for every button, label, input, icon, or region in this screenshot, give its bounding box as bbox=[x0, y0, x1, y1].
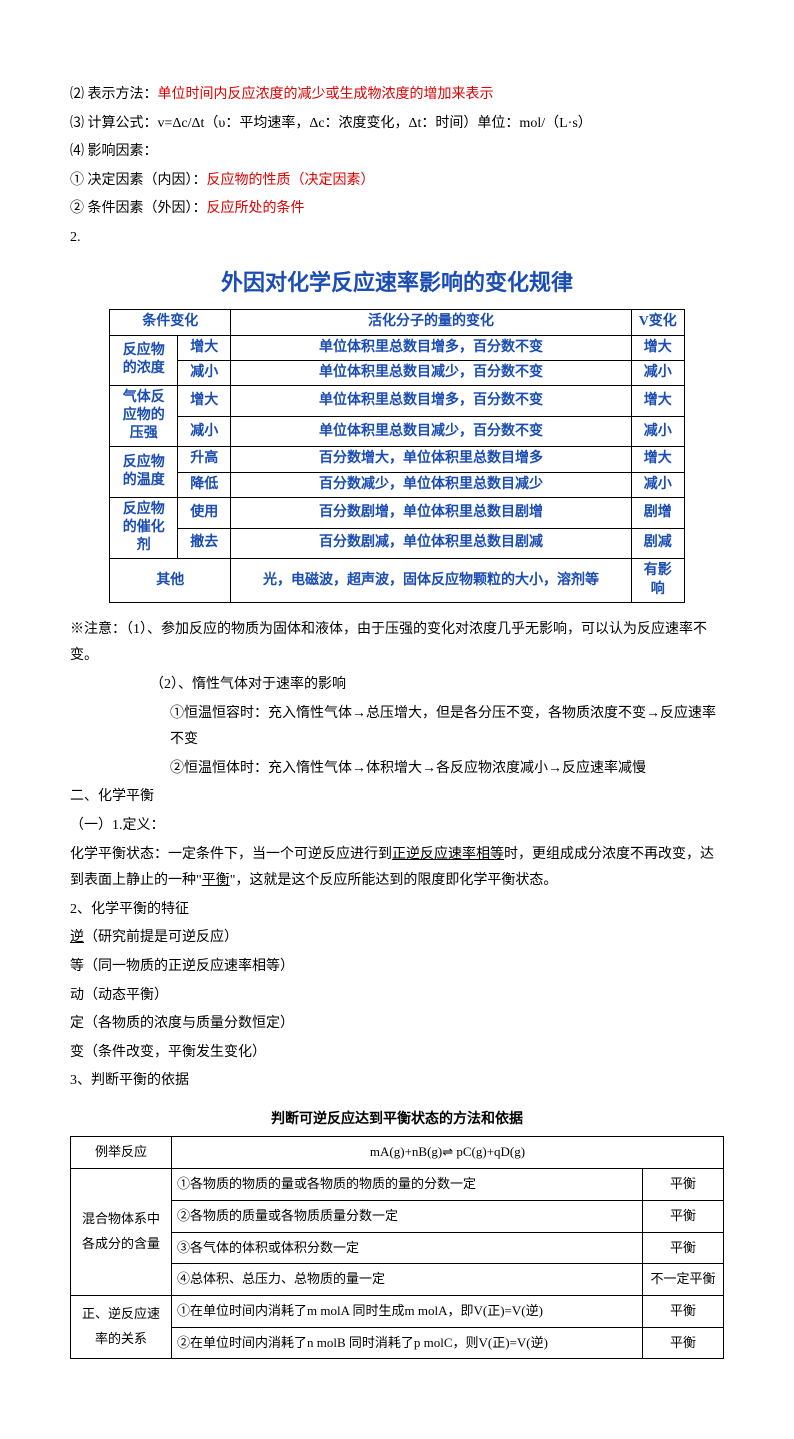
note-2b: ②恒温恒体时：充入惰性气体→体积增大→各反应物浓度减小→反应速率减慢 bbox=[70, 756, 724, 783]
line-4: ⑷ 影响因素： bbox=[70, 139, 724, 166]
sec-3: 化学平衡状态：一定条件下，当一个可逆反应进行到正逆反应速率相等时，更组成成分浓度… bbox=[70, 842, 724, 895]
table-row: 撤去 百分数剧减，单位体积里总数目剧减 剧减 bbox=[110, 528, 685, 559]
sec-7: 动（动态平衡） bbox=[70, 983, 724, 1010]
table1-title: 外因对化学反应速率影响的变化规律 bbox=[70, 262, 724, 304]
line-5-red: 反应物的性质（决定因素） bbox=[207, 173, 375, 188]
sec-1: 二、化学平衡 bbox=[70, 784, 724, 811]
sec-8: 定（各物质的浓度与质量分数恒定） bbox=[70, 1011, 724, 1038]
table-row: 减小 单位体积里总数目减少，百分数不变 减小 bbox=[110, 360, 685, 385]
table-row: 反应物的浓度 增大 单位体积里总数目增多，百分数不变 增大 bbox=[110, 335, 685, 360]
underline-1: 正逆反应速率相等 bbox=[392, 847, 504, 862]
table-row: 其他 光，电磁波，超声波，固体反应物颗粒的大小，溶剂等 有影响 bbox=[110, 559, 685, 602]
notes-section: ※注意：（1）、参加反应的物质为固体和液体，由于压强的变化对浓度几乎无影响，可以… bbox=[70, 617, 724, 783]
underline-2: 平衡 bbox=[202, 873, 230, 888]
sec-4: 2、化学平衡的特征 bbox=[70, 897, 724, 924]
line-7: 2. bbox=[70, 225, 724, 252]
line-5: ① 决定因素（内因）：反应物的性质（决定因素） bbox=[70, 168, 724, 195]
factors-table: 条件变化 活化分子的量的变化 V变化 反应物的浓度 增大 单位体积里总数目增多，… bbox=[109, 309, 685, 602]
t2-h2: mA(g)+nB(g)⇌ pC(g)+qD(g) bbox=[172, 1137, 724, 1169]
note-2: （2）、惰性气体对于速率的影响 bbox=[70, 672, 724, 699]
sec-5: 逆（研究前提是可逆反应） bbox=[70, 925, 724, 952]
table2-title: 判断可逆反应达到平衡状态的方法和依据 bbox=[70, 1105, 724, 1132]
line-6: ② 条件因素（外因）：反应所处的条件 bbox=[70, 196, 724, 223]
table-row: 气体反应物的压强 增大 单位体积里总数目增多，百分数不变 增大 bbox=[110, 385, 685, 416]
line-3: ⑶ 计算公式：v=Δc/Δt（υ：平均速率，Δc：浓度变化，Δt：时间）单位：m… bbox=[70, 111, 724, 138]
line-6-red: 反应所处的条件 bbox=[207, 201, 305, 216]
t2-h1: 例举反应 bbox=[71, 1137, 172, 1169]
sec-2: （一）1.定义： bbox=[70, 813, 724, 840]
sec-9: 变（条件改变，平衡发生变化） bbox=[70, 1040, 724, 1067]
th-v: V变化 bbox=[631, 310, 684, 335]
line-2-red: 单位时间内反应浓度的减少或生成物浓度的增加来表示 bbox=[158, 87, 494, 102]
sec-10: 3、判断平衡的依据 bbox=[70, 1068, 724, 1095]
sec-6: 等（同一物质的正逆反应速率相等） bbox=[70, 954, 724, 981]
table-row: 例举反应 mA(g)+nB(g)⇌ pC(g)+qD(g) bbox=[71, 1137, 724, 1169]
th-cond: 条件变化 bbox=[110, 310, 231, 335]
equilibrium-section: 二、化学平衡 （一）1.定义： 化学平衡状态：一定条件下，当一个可逆反应进行到正… bbox=[70, 784, 724, 1095]
table-row: 减小 单位体积里总数目减少，百分数不变 减小 bbox=[110, 416, 685, 447]
note-2a: ①恒温恒容时：充入惰性气体→总压增大，但是各分压不变，各物质浓度不变→反应速率不… bbox=[70, 701, 724, 754]
equilibrium-table: 例举反应 mA(g)+nB(g)⇌ pC(g)+qD(g) 混合物体系中各成分的… bbox=[70, 1136, 724, 1359]
th-change: 活化分子的量的变化 bbox=[231, 310, 632, 335]
table-row: 混合物体系中各成分的含量 ①各物质的物质的量或各物质的物质的量的分数一定 平衡 bbox=[71, 1169, 724, 1201]
table-row: 反应物的温度 升高 百分数增大，单位体积里总数目增多 增大 bbox=[110, 447, 685, 472]
table-row: 反应物的催化剂 使用 百分数剧增，单位体积里总数目剧增 剧增 bbox=[110, 497, 685, 528]
underline-3: 逆 bbox=[70, 930, 84, 945]
table-row: 条件变化 活化分子的量的变化 V变化 bbox=[110, 310, 685, 335]
line-2: ⑵ 表示方法：单位时间内反应浓度的减少或生成物浓度的增加来表示 bbox=[70, 82, 724, 109]
note-1: ※注意：（1）、参加反应的物质为固体和液体，由于压强的变化对浓度几乎无影响，可以… bbox=[70, 617, 724, 670]
table-row: 正、逆反应速率的关系 ①在单位时间内消耗了m molA 同时生成m molA，即… bbox=[71, 1295, 724, 1327]
intro-section: ⑵ 表示方法：单位时间内反应浓度的减少或生成物浓度的增加来表示 ⑶ 计算公式：v… bbox=[70, 82, 724, 252]
table-row: 降低 百分数减少，单位体积里总数目减少 减小 bbox=[110, 472, 685, 497]
